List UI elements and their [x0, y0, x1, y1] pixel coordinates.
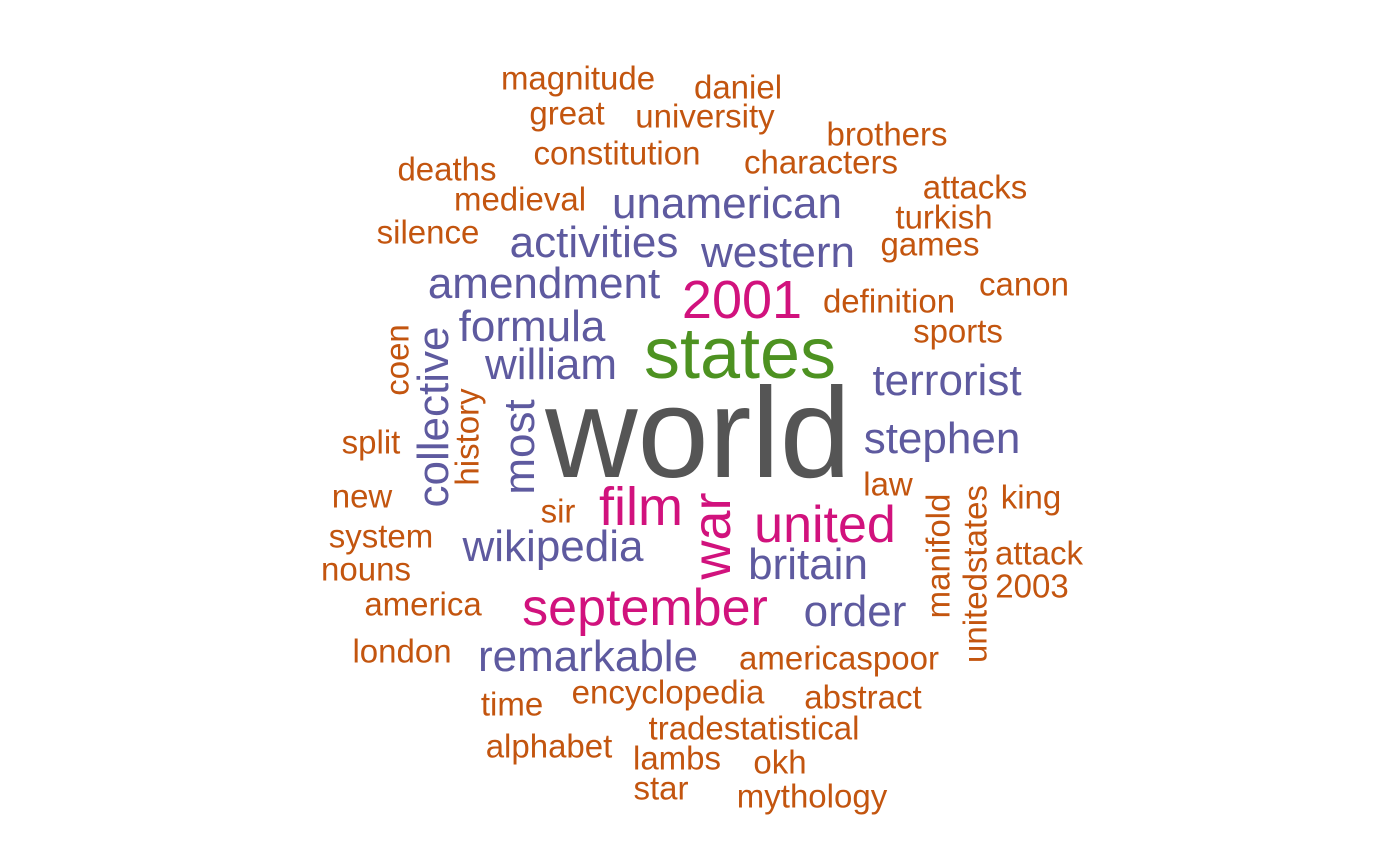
word-medieval: medieval: [453, 180, 587, 218]
word-remarkable: remarkable: [477, 632, 699, 681]
word-deaths: deaths: [397, 150, 497, 188]
word-abstract: abstract: [804, 678, 922, 716]
word-encyclopedia: encyclopedia: [571, 673, 765, 711]
word-america: america: [364, 585, 482, 623]
word-daniel: daniel: [693, 68, 783, 106]
word-split: split: [341, 423, 401, 461]
word-wikipedia: wikipedia: [462, 522, 644, 571]
word-history: history: [448, 388, 486, 486]
word-amendment: amendment: [427, 259, 661, 308]
word-sir: sir: [540, 492, 576, 530]
word-united: united: [754, 496, 896, 554]
word-mythology: mythology: [736, 777, 888, 815]
word-great: great: [529, 94, 605, 132]
word-americaspoor: americaspoor: [739, 639, 939, 677]
word-lambs: lambs: [632, 739, 722, 777]
word-games: games: [880, 225, 980, 263]
word-britain: britain: [748, 540, 868, 589]
word-turkish: turkish: [895, 198, 993, 236]
word-law: law: [863, 465, 913, 503]
word-september: september: [522, 579, 768, 637]
word-sports: sports: [913, 312, 1003, 350]
word-king: king: [1000, 478, 1062, 516]
word-states: states: [643, 314, 837, 394]
word-stephen: stephen: [863, 414, 1021, 463]
word-unitedstates: unitedstates: [956, 485, 994, 663]
word-characters: characters: [743, 143, 899, 181]
word-order: order: [803, 587, 907, 636]
word-coen: coen: [378, 324, 416, 396]
word-system: system: [328, 517, 434, 555]
word-brothers: brothers: [826, 115, 948, 153]
word-2001: 2001: [681, 270, 803, 330]
word-star: star: [633, 769, 689, 807]
word-time: time: [480, 685, 544, 723]
word-nouns: nouns: [321, 550, 411, 588]
word-activities: activities: [509, 218, 679, 267]
word-okh: okh: [753, 743, 807, 781]
word-unamerican: unamerican: [612, 179, 842, 228]
word-definition: definition: [822, 282, 956, 320]
word-silence: silence: [376, 213, 480, 251]
word-new: new: [331, 477, 393, 515]
word-london: london: [352, 632, 452, 670]
word-world: world: [545, 362, 851, 505]
word-2003: 2003: [995, 567, 1069, 605]
word-canon: canon: [979, 265, 1069, 303]
word-terrorist: terrorist: [872, 356, 1022, 405]
word-constitution: constitution: [533, 134, 701, 172]
word-film: film: [599, 477, 683, 537]
word-western: western: [700, 228, 856, 277]
word-manifold: manifold: [919, 493, 957, 619]
word-magnitude: magnitude: [500, 59, 656, 97]
word-alphabet: alphabet: [485, 727, 613, 765]
word-war: war: [682, 492, 742, 580]
word-william: william: [485, 340, 617, 389]
word-most: most: [495, 399, 544, 495]
word-formula: formula: [458, 302, 606, 351]
word-attacks: attacks: [922, 168, 1028, 206]
word-tradestatistical: tradestatistical: [648, 709, 860, 747]
word-attack: attack: [994, 534, 1084, 572]
word-university: university: [635, 97, 775, 135]
